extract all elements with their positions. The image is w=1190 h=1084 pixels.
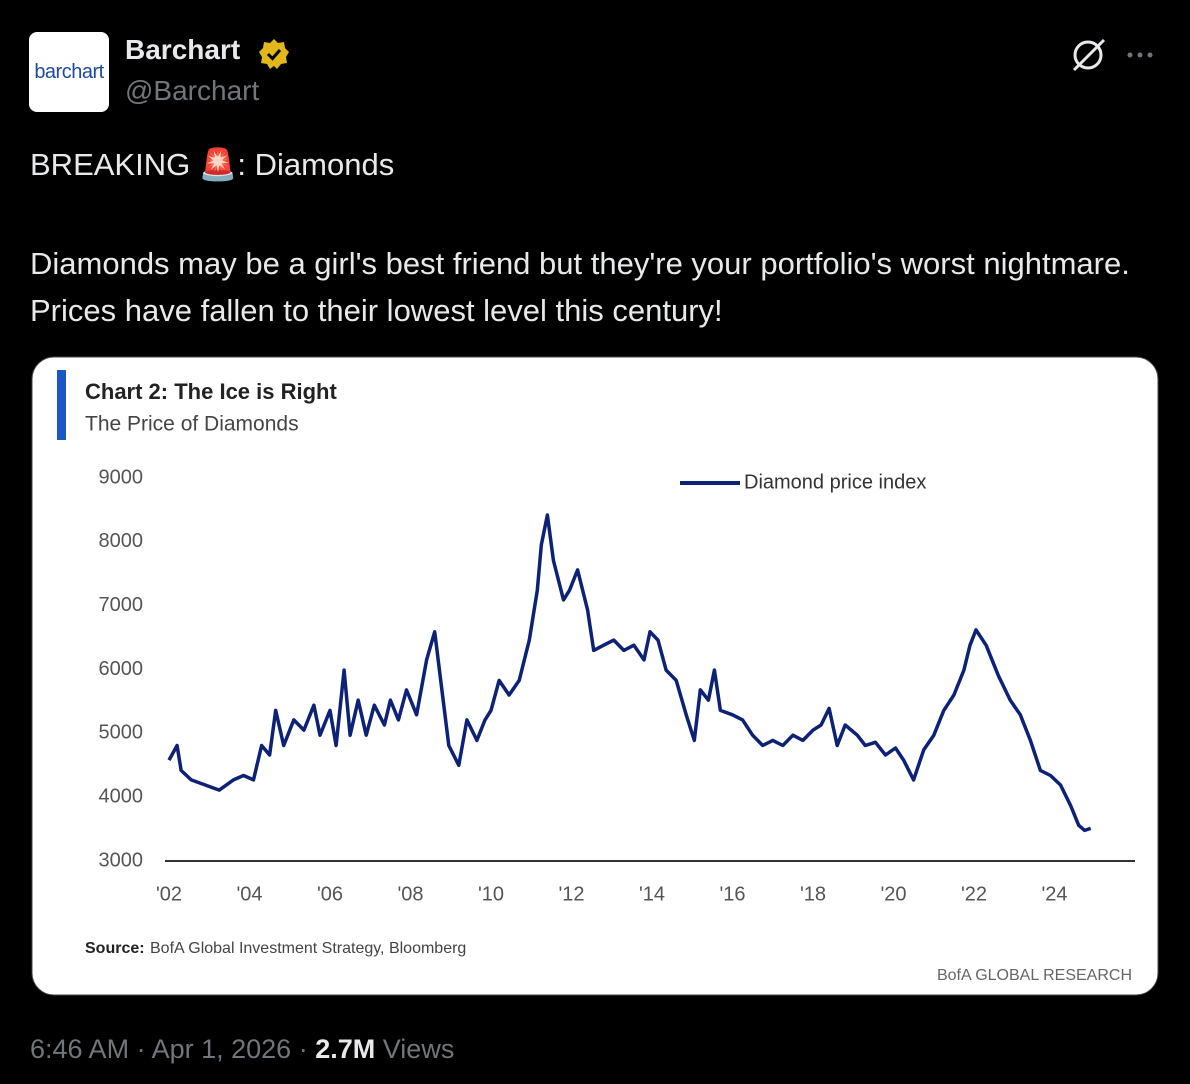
author-name[interactable]: Barchart — [125, 34, 241, 65]
legend-label: Diamond price index — [744, 471, 926, 493]
more-dot[interactable] — [1137, 52, 1143, 58]
avatar[interactable]: barchart — [29, 32, 109, 112]
post-time[interactable]: 6:46 AM — [30, 1034, 130, 1064]
header-icons — [1072, 38, 1153, 72]
x-tick-label: '16 — [719, 883, 745, 905]
post-headline: BREAKING 🚨: Diamonds — [30, 147, 395, 182]
chart-title: Chart 2: The Ice is Right — [85, 379, 337, 404]
x-tick-label: '20 — [880, 883, 906, 905]
avatar-text: barchart — [34, 60, 104, 83]
more-dot[interactable] — [1147, 52, 1153, 58]
author-handle[interactable]: @Barchart — [125, 75, 260, 106]
price-line — [167, 513, 1092, 833]
chart-card[interactable] — [31, 356, 1159, 996]
grok-icon[interactable] — [1073, 40, 1103, 70]
y-tick-label: 5000 — [99, 722, 144, 744]
x-tick-label: '08 — [397, 883, 423, 905]
title-accent — [57, 370, 66, 440]
y-tick-label: 6000 — [99, 658, 144, 680]
separator: · — [136, 1034, 146, 1064]
x-tick-label: '02 — [156, 883, 182, 905]
grok-icon-slash — [1072, 38, 1106, 72]
x-tick-label: '22 — [961, 883, 987, 905]
source: BofA Global Investment Strategy, Bloombe… — [150, 940, 466, 957]
post-date[interactable]: Apr 1, 2026 — [151, 1034, 292, 1064]
more-dot[interactable] — [1127, 52, 1133, 58]
x-tick-label: '04 — [236, 883, 262, 905]
x-tick-label: '06 — [317, 883, 343, 905]
x-tick-label: '12 — [558, 883, 584, 905]
post-footer: 6:46 AM · Apr 1, 2026 · 2.7M Views — [30, 1034, 454, 1065]
chart-subtitle: The Price of Diamonds — [85, 413, 299, 436]
y-tick-label: 9000 — [99, 466, 144, 488]
branding: BofA GLOBAL RESEARCH — [937, 967, 1132, 984]
x-tick-label: '14 — [639, 883, 665, 905]
x-tick-label: '24 — [1041, 883, 1067, 905]
x-tick-label: '10 — [478, 883, 504, 905]
x-tick-label: '18 — [800, 883, 826, 905]
verified-badge — [259, 39, 289, 69]
views-label: Views — [382, 1034, 455, 1064]
views-count: 2.7M — [315, 1034, 376, 1064]
y-tick-label: 7000 — [99, 594, 144, 616]
y-tick-label: 8000 — [99, 530, 144, 552]
y-tick-label: 3000 — [99, 849, 144, 871]
separator: · — [298, 1034, 308, 1064]
y-tick-label: 4000 — [99, 785, 144, 807]
source-label: Source: — [85, 940, 145, 957]
post-body: Diamonds may be a girl's best friend but… — [30, 246, 1130, 328]
